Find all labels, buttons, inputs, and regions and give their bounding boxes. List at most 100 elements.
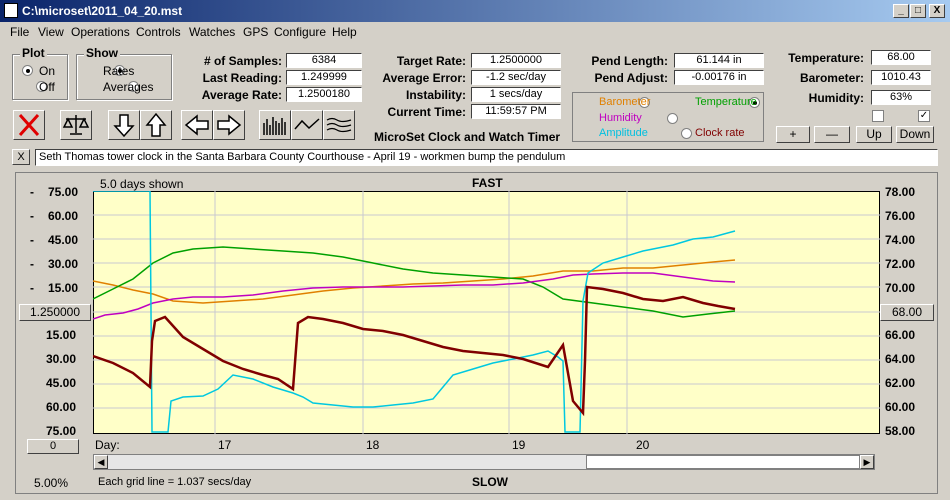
- down-button[interactable]: Down: [896, 126, 934, 143]
- pend-adjust-value: -0.00176 in: [674, 70, 764, 85]
- target-rate-value: 1.2500000: [471, 53, 561, 68]
- menu-view[interactable]: View: [38, 25, 64, 39]
- balance-scale-icon: [62, 115, 90, 135]
- left-tick-top-4: 15.00: [47, 281, 78, 295]
- plot-area: [93, 191, 880, 434]
- channel-selector: [572, 92, 764, 142]
- left-bottom-button[interactable]: 0: [27, 439, 79, 454]
- menu-configure[interactable]: Configure: [274, 25, 327, 39]
- average-rate-label: Average Rate:: [201, 88, 282, 102]
- temperature-label: Temperature:: [788, 51, 864, 65]
- arrow-right-button[interactable]: [213, 110, 245, 140]
- barometer-option: Barometer: [599, 96, 651, 108]
- amplitude-series: [93, 191, 736, 433]
- last-reading-label: Last Reading:: [202, 71, 282, 85]
- scroll-thumb[interactable]: [586, 455, 860, 469]
- pend-length-label: Pend Length:: [591, 54, 668, 68]
- right-center-value[interactable]: 68.00: [880, 304, 934, 321]
- app-name: MicroSet Clock and Watch Timer: [374, 130, 561, 144]
- last-reading-value: 1.249999: [286, 70, 362, 85]
- plot-off-radio[interactable]: [36, 81, 48, 92]
- amplitude-radio[interactable]: [681, 128, 693, 139]
- right-checkbox[interactable]: ✓: [918, 110, 930, 122]
- menu-controls[interactable]: Controls: [136, 25, 181, 39]
- line-view-button[interactable]: [291, 110, 323, 140]
- app-icon: [4, 3, 18, 18]
- left-checkbox[interactable]: [872, 110, 884, 122]
- clock-rate-series: [93, 285, 736, 417]
- humidity-series: [93, 272, 736, 320]
- close-window-button[interactable]: X: [929, 4, 945, 18]
- left-tick-dash-1: -: [30, 185, 34, 199]
- average-rate-value: 1.2500180: [286, 87, 362, 102]
- left-tick-dash-5: -: [30, 281, 34, 295]
- title-bar: C:\microset\2011_04_20.mst _ □ X: [0, 0, 950, 22]
- left-tick-bottom-0: 15.00: [45, 328, 76, 342]
- days-shown: 5.0 days shown: [100, 177, 184, 191]
- left-tick-top-3: 30.00: [47, 257, 78, 271]
- bar-graph-icon: [263, 117, 286, 135]
- horizontal-scrollbar[interactable]: ◀ ▶: [93, 454, 875, 470]
- menu-watches[interactable]: Watches: [189, 25, 236, 39]
- arrow-left-icon: [184, 114, 209, 136]
- barometer-value: 1010.43: [871, 70, 931, 85]
- humidity-option: Humidity: [599, 112, 642, 124]
- multi-line-view-button[interactable]: [323, 110, 355, 140]
- slow-label: SLOW: [472, 475, 508, 489]
- right-tick-10: 58.00: [885, 424, 916, 438]
- right-tick-1: 76.00: [885, 209, 916, 223]
- up-button[interactable]: Up: [856, 126, 892, 143]
- plus-button[interactable]: +: [776, 126, 810, 143]
- plot-on-radio[interactable]: [22, 65, 33, 76]
- humidity-label: Humidity:: [808, 91, 864, 105]
- average-error-label: Average Error:: [382, 71, 466, 85]
- show-averages-radio[interactable]: [128, 81, 140, 92]
- samples-value: 6384: [286, 53, 362, 68]
- menu-help[interactable]: Help: [332, 25, 357, 39]
- scroll-right-arrow-icon[interactable]: ▶: [860, 455, 874, 469]
- instability-value: 1 secs/day: [471, 87, 561, 102]
- note-close-button[interactable]: X: [12, 149, 30, 165]
- balance-button[interactable]: [60, 110, 92, 140]
- arrow-up-button[interactable]: [140, 110, 172, 140]
- right-tick-2: 74.00: [885, 233, 916, 247]
- chart-panel: [15, 172, 938, 494]
- bars-view-button[interactable]: [259, 110, 291, 140]
- humidity-radio[interactable]: [667, 113, 679, 124]
- left-tick-dash-3: -: [30, 233, 34, 247]
- minimize-button[interactable]: _: [893, 4, 909, 18]
- plot-group-title: Plot: [20, 46, 47, 60]
- current-time-label: Current Time:: [387, 105, 466, 119]
- humidity-value: 63%: [871, 90, 931, 105]
- day-tick-20: 20: [636, 438, 650, 452]
- minus-button[interactable]: —: [814, 126, 850, 143]
- day-tick-17: 17: [218, 438, 232, 452]
- fast-label: FAST: [472, 176, 503, 190]
- menu-operations[interactable]: Operations: [71, 25, 130, 39]
- plot-off-label: Off: [39, 80, 55, 94]
- show-group-title: Show: [84, 46, 120, 60]
- left-tick-top-1: 60.00: [47, 209, 78, 223]
- show-group: [76, 54, 172, 100]
- target-rate-label: Target Rate:: [396, 54, 466, 68]
- day-axis-label: Day:: [95, 438, 120, 452]
- right-tick-3: 72.00: [885, 257, 916, 271]
- left-tick-top-2: 45.00: [47, 233, 78, 247]
- show-rates-radio[interactable]: [114, 65, 126, 76]
- scroll-left-arrow-icon[interactable]: ◀: [94, 455, 108, 469]
- left-center-value[interactable]: 1.250000: [19, 304, 91, 321]
- temperature-radio[interactable]: [749, 97, 761, 108]
- arrow-down-button[interactable]: [108, 110, 140, 140]
- maximize-button[interactable]: □: [910, 4, 926, 18]
- right-tick-6: 66.00: [885, 328, 916, 342]
- arrow-right-icon: [217, 114, 242, 136]
- instability-label: Instability:: [405, 88, 466, 102]
- window-title: C:\microset\2011_04_20.mst: [22, 4, 183, 18]
- left-tick-bottom-1: 30.00: [45, 352, 76, 366]
- arrow-left-button[interactable]: [181, 110, 213, 140]
- note-field[interactable]: Seth Thomas tower clock in the Santa Bar…: [35, 149, 938, 166]
- barometer-radio[interactable]: [639, 97, 651, 108]
- delete-button[interactable]: [13, 110, 45, 140]
- menu-file[interactable]: File: [10, 25, 30, 39]
- menu-gps[interactable]: GPS: [243, 25, 269, 39]
